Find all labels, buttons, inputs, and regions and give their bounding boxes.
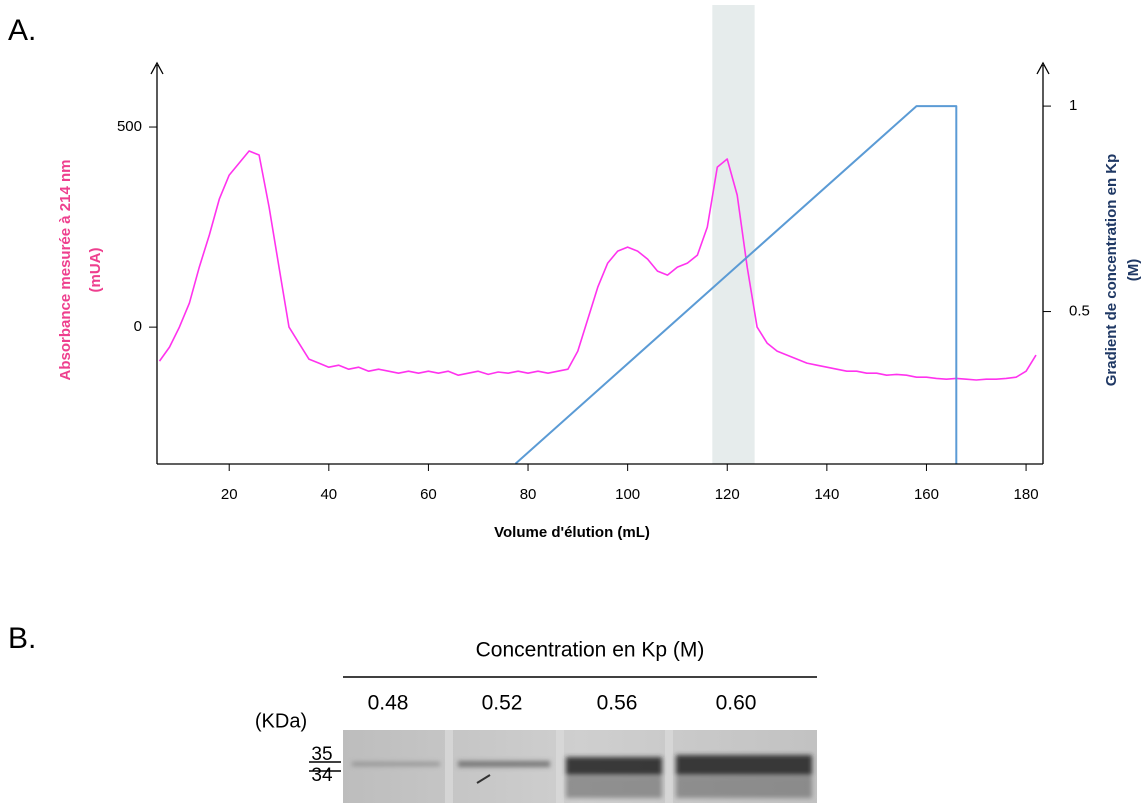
gel-image — [343, 730, 817, 803]
lane-label: 0.60 — [716, 692, 757, 715]
y2-axis-title-line: (M) — [1125, 259, 1142, 282]
y2-tick-label: 1 — [1069, 97, 1077, 114]
gel-title: Concentration en Kp (M) — [476, 639, 705, 662]
y2-axis-title-line: Gradient de concentration en Kp — [1103, 154, 1120, 387]
panel-label: A. — [8, 14, 36, 47]
x-tick-label: 180 — [1014, 486, 1039, 503]
x-tick-label: 80 — [520, 486, 537, 503]
lane-gap — [445, 730, 453, 803]
x-tick-label: 60 — [420, 486, 437, 503]
y2-axis-title: Gradient de concentration en Kp (M) — [1103, 154, 1142, 387]
x-tick-label: 160 — [914, 486, 939, 503]
y2-axis — [1036, 61, 1050, 464]
y-axis-title: Absorbance mesurée à 214 nm (mUA) — [57, 160, 104, 381]
smear — [676, 776, 812, 798]
band — [458, 761, 550, 767]
marker-label: 34 — [311, 765, 333, 786]
gradient-line — [514, 105, 958, 465]
absorbance-trace — [158, 150, 1037, 381]
y-axis-title-line: (mUA) — [87, 248, 104, 293]
lane-label: 0.56 — [597, 692, 638, 715]
y-tick-label: 0 — [134, 318, 142, 335]
x-tick-label: 140 — [814, 486, 839, 503]
y-tick-label: 500 — [117, 118, 142, 135]
y2-tick-label: 0.5 — [1069, 303, 1090, 320]
unit-label: (KDa) — [255, 710, 307, 732]
x-tick-label: 20 — [221, 486, 238, 503]
lane-label: 0.52 — [482, 692, 523, 715]
marker-label: 35 — [311, 744, 332, 765]
highlight-band — [712, 5, 755, 464]
band — [566, 757, 662, 775]
y-axis — [150, 61, 164, 464]
x-tick-label: 120 — [715, 486, 740, 503]
axes — [150, 61, 1050, 465]
x-axis-title: Volume d'élution (mL) — [494, 524, 650, 541]
y-axis-title-line: Absorbance mesurée à 214 nm — [57, 160, 74, 381]
x-tick-label: 100 — [615, 486, 640, 503]
band — [676, 755, 812, 775]
panel-label: B. — [8, 622, 36, 655]
lane-gap — [556, 730, 564, 803]
lane-label: 0.48 — [368, 692, 409, 715]
artifact — [476, 774, 491, 784]
chart-a: 20 40 60 80 100 120 140 160 180 0 500 0.5 1 — [117, 5, 1090, 503]
lane-gap — [665, 730, 673, 803]
smear — [566, 776, 662, 798]
x-tick-label: 40 — [320, 486, 337, 503]
band — [352, 762, 440, 766]
